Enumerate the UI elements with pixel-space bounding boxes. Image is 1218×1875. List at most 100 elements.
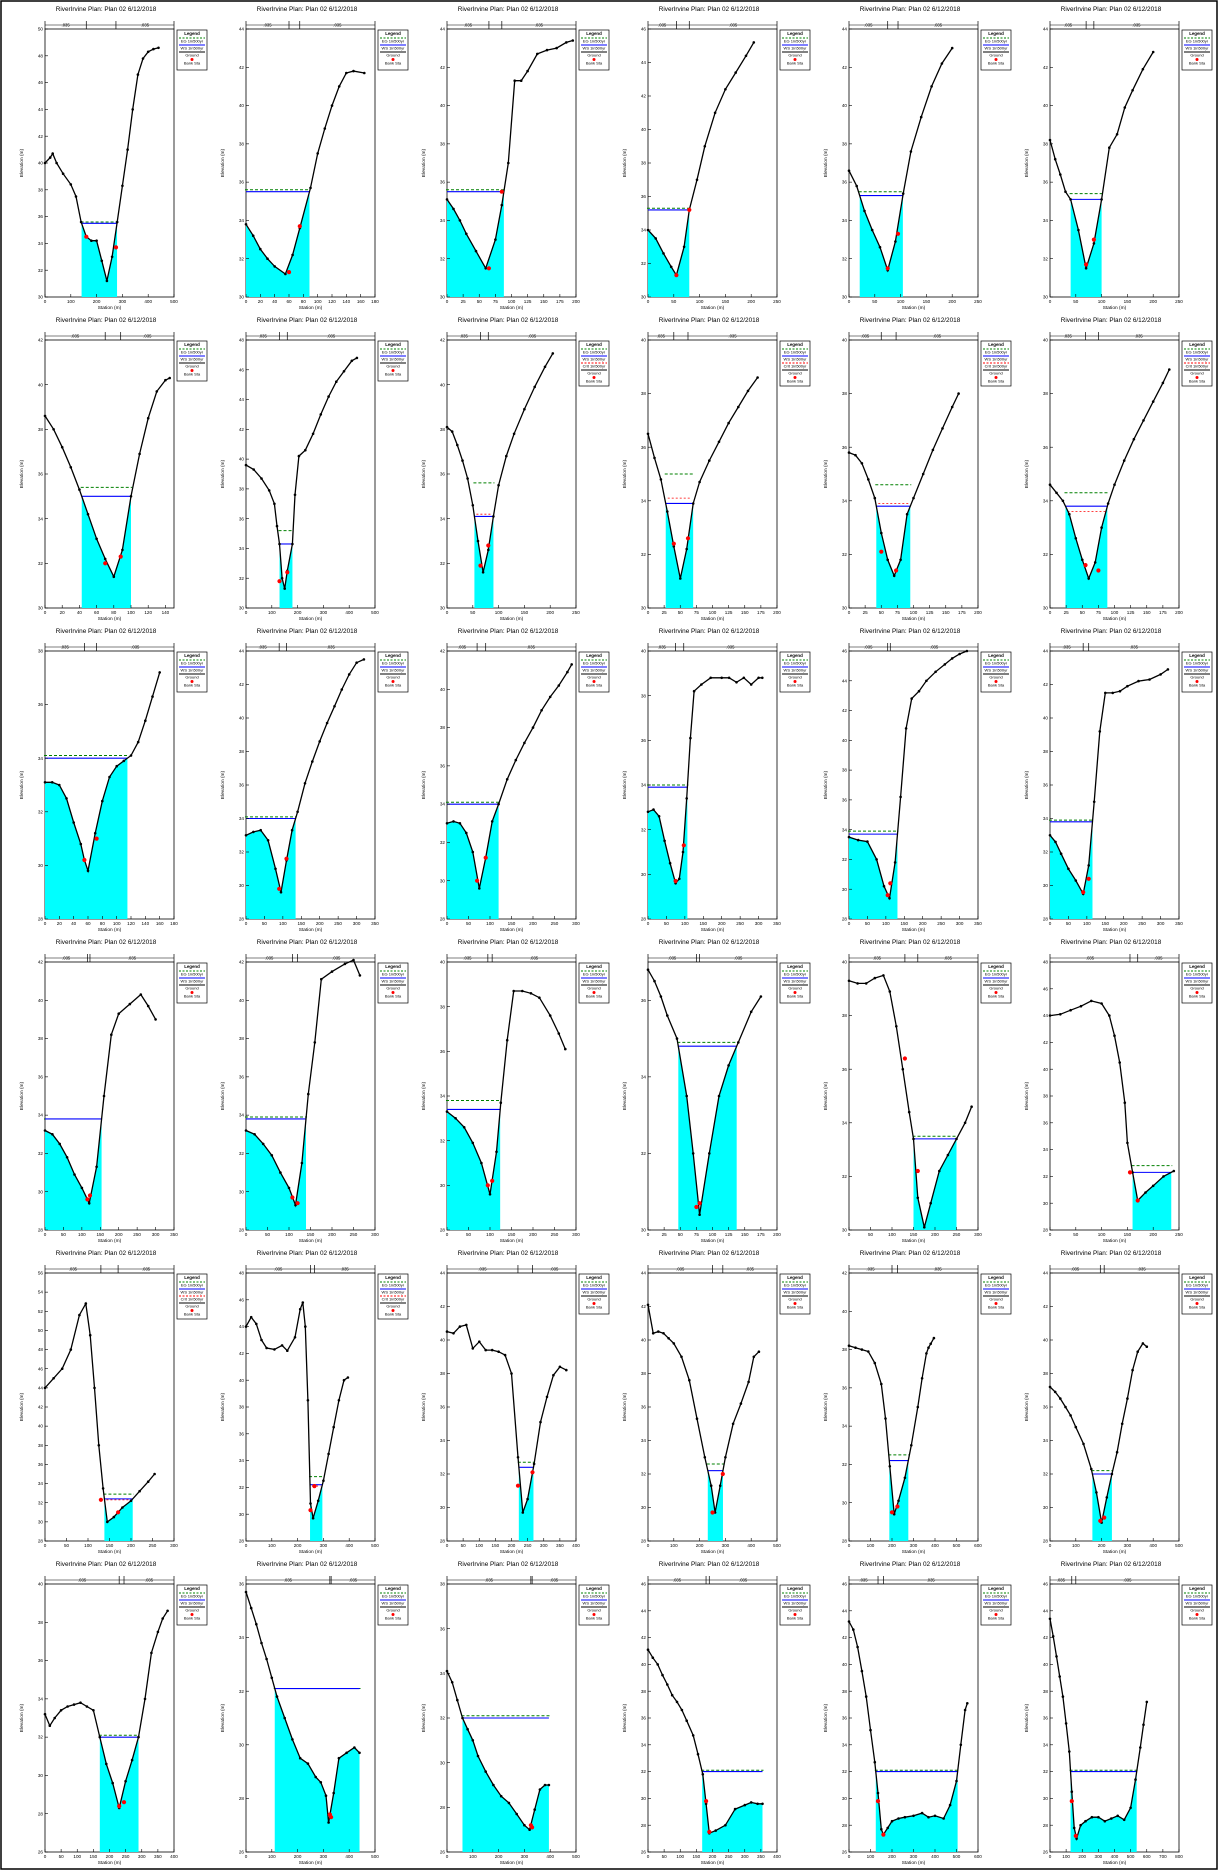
ground-point <box>115 764 118 768</box>
y-tick-label: 34 <box>641 1742 647 1747</box>
ground-point <box>695 178 699 182</box>
x-tick-label: 80 <box>301 299 307 304</box>
x-tick-label: 120 <box>328 299 336 304</box>
legend-bank-swatch <box>994 680 998 683</box>
cross-section-panel: RiverIrvine Plan: Plan 02 6/12/2018.035.… <box>1024 1250 1213 1555</box>
ground-point <box>864 1695 868 1698</box>
y-tick-label: 30 <box>1043 295 1049 300</box>
legend-box <box>377 29 409 71</box>
y-tick-label: 28 <box>239 1796 245 1801</box>
ground-point <box>942 1817 945 1820</box>
x-axis-label: Station (m) <box>1103 1860 1127 1866</box>
ground-point <box>1111 691 1114 695</box>
x-tick-label: 100 <box>78 1232 86 1237</box>
legend-ground-label: Ground <box>1190 1608 1203 1613</box>
x-tick-label: 200 <box>546 610 554 615</box>
bank-station-marker <box>113 245 119 250</box>
plot-area <box>1049 1583 1180 1853</box>
ground-point <box>266 257 269 261</box>
cross-section-panel: RiverIrvine Plan: Plan 02 6/12/2018.035.… <box>421 628 610 933</box>
bank-station-marker <box>902 1056 907 1061</box>
y-tick-label: 40 <box>239 1378 245 1383</box>
ground-point <box>564 1047 567 1051</box>
x-tick-label: 150 <box>900 921 908 926</box>
x-tick-label: 400 <box>747 1543 755 1548</box>
legend-eg-label: EG 1in500yr <box>382 39 405 44</box>
legend-bank-swatch <box>190 58 194 61</box>
ground-point <box>565 1368 568 1372</box>
ground-point <box>466 1727 469 1731</box>
y-tick-label: 36 <box>440 180 446 185</box>
ground-point <box>749 1801 753 1804</box>
ground-point <box>350 359 354 363</box>
x-tick-label: 500 <box>572 1854 580 1859</box>
ground-point <box>863 209 866 213</box>
ground-point <box>957 392 960 395</box>
panel-title: RiverIrvine Plan: Plan 02 6/12/2018 <box>458 628 559 635</box>
ground-point <box>854 453 857 457</box>
ground-point <box>43 1712 47 1716</box>
legend-box <box>1181 1584 1213 1626</box>
ground-point <box>330 970 334 973</box>
ground-point <box>1151 400 1155 403</box>
legend-eg-label: EG 1in500yr <box>583 1594 606 1599</box>
x-tick-label: 150 <box>106 1543 114 1548</box>
n-value-left: .035 <box>1086 956 1095 961</box>
ground-point <box>905 512 909 516</box>
n-value-left: .035 <box>71 334 80 339</box>
legend-bank-swatch <box>592 1613 596 1616</box>
ground-point <box>680 1708 684 1712</box>
legend-ground-label: Ground <box>788 1608 801 1613</box>
x-tick-label: 100 <box>279 921 287 926</box>
ground-point <box>316 1499 320 1503</box>
y-axis-label: Elevation (m) <box>220 148 226 177</box>
y-tick-label: 30 <box>842 1796 848 1801</box>
ground-point <box>756 376 759 379</box>
ground-point <box>335 380 338 383</box>
legend-bank-swatch <box>391 991 395 994</box>
y-tick-label: 30 <box>239 295 245 300</box>
ground-point <box>521 989 524 993</box>
n-value-right: .035 <box>528 334 537 339</box>
ground-point <box>117 1012 120 1015</box>
ground-point <box>946 1153 950 1157</box>
ground-point <box>260 1641 263 1645</box>
ground-point <box>704 1802 708 1806</box>
bank-station-marker <box>103 561 108 566</box>
y-tick-label: 36 <box>1043 445 1049 450</box>
legend-title: Legend <box>586 964 602 969</box>
mannings-n-bar: .035.0353 <box>245 643 376 657</box>
n-value-left: .035 <box>864 645 873 650</box>
y-tick-label: 38 <box>641 161 647 166</box>
cross-section-panel: RiverIrvine Plan: Plan 02 6/12/2018.035.… <box>823 317 1012 622</box>
x-tick-label: 120 <box>127 921 135 926</box>
legend-box <box>980 962 1012 1004</box>
ground-point <box>136 73 140 76</box>
y-tick-label: 34 <box>239 1113 245 1118</box>
legend-bank-label: Bank Sta <box>586 994 603 999</box>
x-tick-label: 50 <box>1073 299 1079 304</box>
legend-bank-label: Bank Sta <box>787 1305 804 1310</box>
ground-point <box>685 1094 688 1098</box>
ground-point <box>873 976 877 980</box>
legend-bank-label: Bank Sta <box>586 1305 603 1310</box>
ground-point <box>875 858 878 861</box>
x-tick-label: 100 <box>709 1232 717 1237</box>
ground-point <box>266 839 270 842</box>
x-tick-label: 0 <box>44 610 47 615</box>
y-tick-label: 44 <box>1043 1271 1049 1276</box>
y-tick-label: 42 <box>239 427 245 432</box>
y-tick-label: 40 <box>239 998 245 1003</box>
n-value-left: .035 <box>1063 645 1072 650</box>
ground-point <box>656 1663 659 1666</box>
x-tick-label: 200 <box>1149 299 1157 304</box>
legend-eg-label: EG 1in500yr <box>1186 1594 1209 1599</box>
n-value-right: .035 <box>728 334 737 339</box>
y-tick-label: 40 <box>38 382 44 387</box>
ground-point <box>487 548 490 552</box>
n-value-right: .035 <box>141 23 150 28</box>
ground-point <box>497 802 500 806</box>
ground-point <box>854 1346 857 1349</box>
ground-point <box>327 395 330 398</box>
